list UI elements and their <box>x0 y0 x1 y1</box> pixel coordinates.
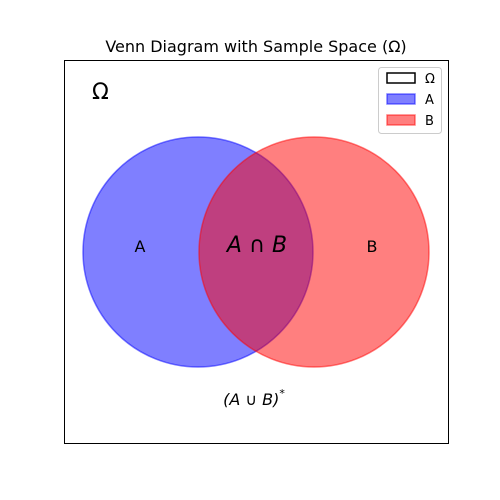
complement-superscript: * <box>279 387 285 400</box>
set-b-label: B <box>367 237 378 256</box>
complement-label: (A ∪ B)* <box>223 387 285 409</box>
legend-label-a: A <box>425 93 434 108</box>
legend: Ω A B <box>378 67 442 134</box>
complement-text: (A ∪ B) <box>223 390 279 409</box>
legend-swatch-b <box>386 114 416 126</box>
set-b-circle <box>198 136 430 368</box>
legend-label-b: B <box>425 114 434 129</box>
legend-label-omega: Ω <box>425 72 435 87</box>
legend-swatch-a <box>386 93 416 105</box>
legend-swatch-omega <box>386 72 416 84</box>
set-a-label: A <box>135 237 146 256</box>
diagram-title: Venn Diagram with Sample Space (Ω) <box>105 37 406 56</box>
intersection-label: A ∩ B <box>225 233 287 258</box>
sample-space-label: Ω <box>92 80 109 105</box>
sample-space-frame <box>64 60 449 444</box>
